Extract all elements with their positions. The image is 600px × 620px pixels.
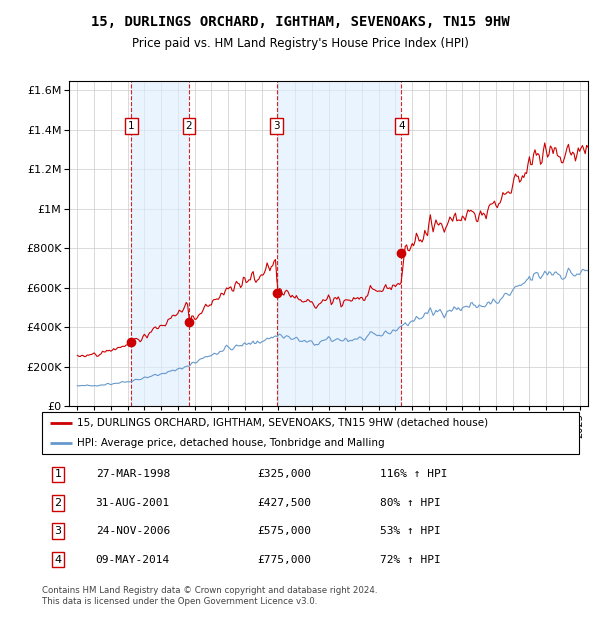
Text: 53% ↑ HPI: 53% ↑ HPI: [380, 526, 441, 536]
Bar: [277, 81, 401, 406]
Text: 4: 4: [55, 555, 62, 565]
Bar: [131, 81, 189, 406]
Text: Price paid vs. HM Land Registry's House Price Index (HPI): Price paid vs. HM Land Registry's House …: [131, 37, 469, 50]
Text: 15, DURLINGS ORCHARD, IGHTHAM, SEVENOAKS, TN15 9HW: 15, DURLINGS ORCHARD, IGHTHAM, SEVENOAKS…: [91, 16, 509, 30]
Text: 24-NOV-2006: 24-NOV-2006: [96, 526, 170, 536]
Text: 80% ↑ HPI: 80% ↑ HPI: [380, 498, 441, 508]
Text: 2: 2: [55, 498, 62, 508]
Text: 09-MAY-2014: 09-MAY-2014: [96, 555, 170, 565]
Text: £427,500: £427,500: [257, 498, 311, 508]
Text: 1: 1: [55, 469, 62, 479]
Text: This data is licensed under the Open Government Licence v3.0.: This data is licensed under the Open Gov…: [42, 597, 317, 606]
Text: 3: 3: [55, 526, 62, 536]
Text: 27-MAR-1998: 27-MAR-1998: [96, 469, 170, 479]
Text: HPI: Average price, detached house, Tonbridge and Malling: HPI: Average price, detached house, Tonb…: [77, 438, 385, 448]
Text: 31-AUG-2001: 31-AUG-2001: [96, 498, 170, 508]
Text: 72% ↑ HPI: 72% ↑ HPI: [380, 555, 441, 565]
Text: 2: 2: [185, 121, 192, 131]
Text: £575,000: £575,000: [257, 526, 311, 536]
Text: 4: 4: [398, 121, 405, 131]
Text: £325,000: £325,000: [257, 469, 311, 479]
Text: 1: 1: [128, 121, 135, 131]
Text: Contains HM Land Registry data © Crown copyright and database right 2024.: Contains HM Land Registry data © Crown c…: [42, 586, 377, 595]
Text: 3: 3: [273, 121, 280, 131]
Text: 15, DURLINGS ORCHARD, IGHTHAM, SEVENOAKS, TN15 9HW (detached house): 15, DURLINGS ORCHARD, IGHTHAM, SEVENOAKS…: [77, 418, 488, 428]
Text: £775,000: £775,000: [257, 555, 311, 565]
Text: 116% ↑ HPI: 116% ↑ HPI: [380, 469, 448, 479]
